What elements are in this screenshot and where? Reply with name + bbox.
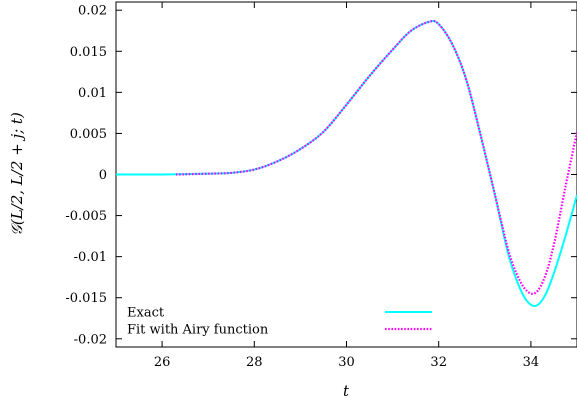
legend: Exact Fit with Airy function (127, 306, 432, 338)
series-exact-line (116, 20, 577, 308)
y-tick-label: -0.02 (74, 332, 107, 347)
legend-label: Exact (127, 306, 165, 321)
y-tick-label: 0.02 (78, 4, 107, 19)
y-tick-label: 0 (99, 168, 107, 183)
x-tick-label: 30 (338, 355, 355, 370)
y-tick-label: -0.005 (65, 209, 107, 224)
x-tick-label: 32 (430, 355, 447, 370)
x-axis-title: t (343, 382, 350, 400)
y-tick-label: -0.015 (65, 291, 107, 306)
series-airy-fit-line (175, 19, 577, 295)
x-tick-label: 28 (246, 355, 263, 370)
y-tick-label: 0.01 (78, 86, 107, 101)
series-layer (116, 19, 577, 308)
y-tick-label: 0.015 (70, 45, 107, 60)
y-tick-label: -0.01 (74, 250, 107, 265)
x-tick-label: 34 (523, 355, 540, 370)
y-axis-title: 𝒢(L/2, L/2 + j; t) (8, 112, 26, 236)
x-axis: 26 28 30 32 34 (154, 2, 539, 370)
y-tick-label: 0.005 (70, 127, 107, 142)
x-tick-label: 26 (154, 355, 171, 370)
y-axis: -0.02 -0.015 -0.01 -0.005 0 0.005 0.01 0.015 0.0… (65, 4, 577, 347)
legend-label: Fit with Airy function (127, 323, 269, 338)
